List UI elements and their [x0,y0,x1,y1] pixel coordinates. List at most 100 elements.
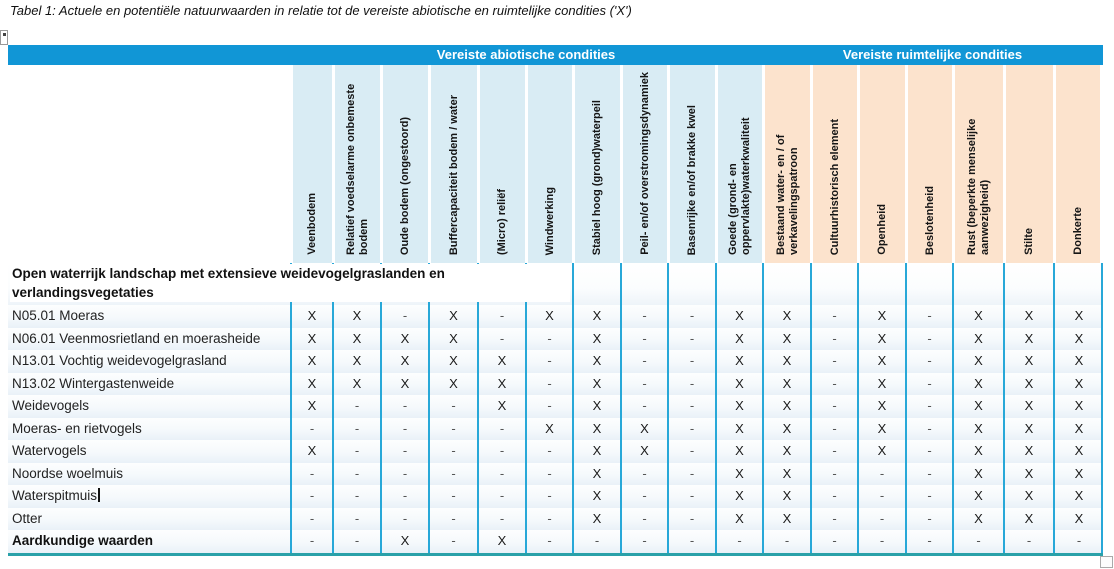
cell-mark[interactable]: X [572,305,620,328]
row-label[interactable]: Waterspitmuis [8,485,290,508]
cell-mark[interactable]: - [332,530,380,553]
cell-mark[interactable]: - [525,440,572,463]
cell-mark[interactable]: - [380,485,428,508]
cell-mark[interactable]: - [380,305,428,328]
cell-mark[interactable]: X [332,372,380,395]
cell-mark[interactable]: - [477,462,525,485]
cell-mark[interactable]: X [620,417,667,440]
cell-mark[interactable]: - [810,305,857,328]
cell-mark[interactable]: - [428,530,477,553]
cell-mark[interactable]: X [1003,395,1053,418]
cell-mark[interactable]: X [1053,417,1103,440]
cell-mark[interactable]: X [1053,327,1103,350]
row-label[interactable]: N06.01 Veenmosrietland en moerasheide [12,330,261,346]
cell-mark[interactable]: X [715,507,762,530]
cell-mark[interactable]: X [620,440,667,463]
cell-mark[interactable]: X [525,305,572,328]
cell-mark[interactable]: X [290,395,332,418]
cell-mark[interactable]: - [620,507,667,530]
cell-mark[interactable]: X [290,440,332,463]
cell-mark[interactable]: X [715,372,762,395]
cell-mark[interactable]: X [572,350,620,373]
cell-mark[interactable]: X [952,305,1003,328]
cell-mark[interactable]: - [332,462,380,485]
cell-mark[interactable]: X [572,440,620,463]
cell-mark[interactable]: X [715,350,762,373]
cell-mark[interactable]: - [290,462,332,485]
cell-mark[interactable]: X [762,417,810,440]
cell-mark[interactable]: - [810,440,857,463]
cell-mark[interactable]: X [332,350,380,373]
cell-mark[interactable]: - [428,395,477,418]
cell-mark[interactable]: X [952,462,1003,485]
cell-mark[interactable]: - [428,440,477,463]
cell-mark[interactable]: X [762,507,810,530]
cell-mark[interactable]: X [952,372,1003,395]
cell-mark[interactable]: X [1053,350,1103,373]
cell-mark[interactable]: X [572,507,620,530]
cell-mark[interactable]: X [380,350,428,373]
cell-mark[interactable]: X [715,462,762,485]
cell-mark[interactable]: - [667,507,715,530]
cell-mark[interactable]: X [428,372,477,395]
table-anchor-handle[interactable] [0,30,8,45]
cell-mark[interactable]: - [290,417,332,440]
cell-mark[interactable]: X [572,417,620,440]
cell-mark[interactable]: - [290,485,332,508]
cell-mark[interactable]: - [857,485,905,508]
cell-mark[interactable]: - [620,327,667,350]
cell-mark[interactable]: X [290,350,332,373]
cell-mark[interactable]: - [332,417,380,440]
cell-mark[interactable]: - [667,327,715,350]
cell-mark[interactable]: X [380,327,428,350]
cell-mark[interactable]: - [332,395,380,418]
cell-mark[interactable]: - [667,417,715,440]
cell-mark[interactable]: - [810,417,857,440]
cell-mark[interactable]: X [428,327,477,350]
cell-mark[interactable]: X [1003,417,1053,440]
row-label[interactable]: Noordse woelmuis [12,465,124,481]
cell-mark[interactable]: - [667,440,715,463]
cell-mark[interactable]: - [905,350,952,373]
cell-mark[interactable]: - [857,507,905,530]
cell-mark[interactable]: - [1053,530,1103,553]
cell-mark[interactable]: - [667,530,715,553]
cell-mark[interactable]: X [762,305,810,328]
cell-mark[interactable]: - [620,485,667,508]
cell-mark[interactable]: X [715,395,762,418]
cell-mark[interactable]: - [525,395,572,418]
cell-mark[interactable]: - [620,305,667,328]
cell-mark[interactable]: X [428,350,477,373]
cell-mark[interactable]: X [572,395,620,418]
cell-mark[interactable]: - [810,395,857,418]
cell-mark[interactable]: X [1053,507,1103,530]
cell-mark[interactable]: X [762,485,810,508]
cell-mark[interactable]: X [380,372,428,395]
cell-mark[interactable]: - [905,395,952,418]
cell-mark[interactable]: X [715,485,762,508]
cell-mark[interactable]: X [857,395,905,418]
cell-mark[interactable]: - [620,395,667,418]
cell-mark[interactable]: - [905,440,952,463]
cell-mark[interactable]: - [525,462,572,485]
cell-mark[interactable]: - [952,530,1003,553]
cell-mark[interactable]: X [857,350,905,373]
row-label[interactable]: Otter [12,510,43,526]
cell-mark[interactable]: - [332,507,380,530]
cell-mark[interactable]: X [715,327,762,350]
cell-mark[interactable]: X [477,350,525,373]
cell-mark[interactable]: X [762,350,810,373]
cell-mark[interactable]: - [620,372,667,395]
cell-mark[interactable]: - [525,507,572,530]
row-label[interactable]: N13.02 Wintergastenweide [12,375,175,391]
cell-mark[interactable]: - [905,462,952,485]
cell-mark[interactable]: X [762,372,810,395]
cell-mark[interactable]: - [428,462,477,485]
cell-mark[interactable]: - [620,350,667,373]
cell-mark[interactable]: X [1003,350,1053,373]
cell-mark[interactable]: X [857,417,905,440]
cell-mark[interactable]: X [1053,462,1103,485]
cell-mark[interactable]: X [1053,372,1103,395]
cell-mark[interactable]: X [762,327,810,350]
cell-mark[interactable]: - [332,485,380,508]
